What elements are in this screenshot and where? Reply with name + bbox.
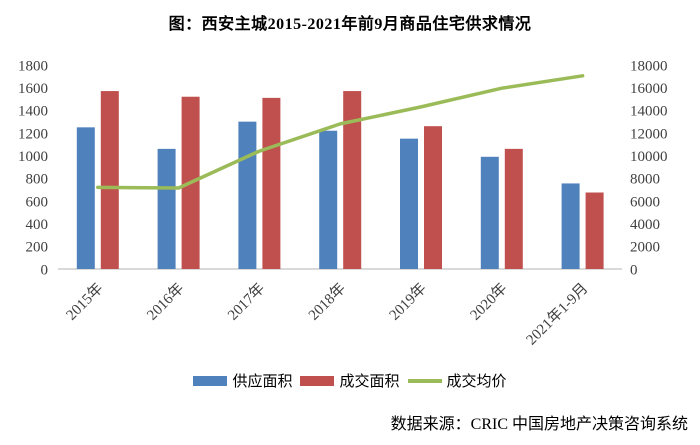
y-axis-left-tick: 600: [26, 194, 49, 210]
chart-title: 图：西安主城2015-2021年前9月商品住宅供求情况: [168, 16, 532, 33]
supply-bar: [238, 121, 257, 270]
x-axis-category-label: 2020年: [467, 280, 511, 324]
supply-bar: [76, 127, 95, 269]
y-axis-left-tick: 1400: [18, 104, 48, 120]
y-axis-right-tick: 12000: [630, 126, 668, 142]
y-axis-right-tick: 16000: [630, 81, 668, 97]
y-axis-left-tick: 400: [26, 217, 49, 233]
price-line-swatch-icon: [407, 378, 442, 383]
legend-label-price: 成交均价: [446, 374, 507, 390]
transaction-bar: [100, 91, 119, 269]
transaction-bar: [424, 126, 442, 269]
x-axis-category-label: 2021年1-9月: [523, 280, 592, 349]
y-axis-right-tick: 6000: [630, 194, 660, 210]
y-axis-left-tick: 0: [41, 262, 49, 278]
supply-bar: [157, 148, 176, 269]
transaction-bar: [262, 97, 281, 269]
x-axis-category-label: 2017年: [224, 280, 268, 324]
y-axis-left-tick: 200: [26, 240, 49, 256]
y-axis-left-tick: 1800: [18, 58, 48, 74]
y-axis-right-tick: 8000: [630, 172, 660, 188]
y-axis-left-tick: 1600: [18, 81, 48, 97]
supply-bar: [319, 130, 338, 269]
y-axis-left-tick: 1200: [18, 126, 48, 142]
supply-bar: [400, 138, 418, 269]
legend-label-supply: 供应面积: [232, 374, 293, 390]
y-axis-right-tick: 14000: [630, 104, 668, 120]
y-axis-right-tick: 2000: [630, 240, 660, 256]
chart-legend: 供应面积 成交面积 成交均价: [0, 370, 700, 391]
y-axis-left-tick: 1000: [18, 149, 48, 165]
transaction-bar: [504, 148, 523, 269]
legend-item-supply: 供应面积: [193, 370, 292, 391]
y-axis-left-tick: 800: [26, 172, 49, 188]
supply-bar: [480, 156, 499, 269]
transaction-bar: [343, 91, 362, 269]
transaction-swatch-icon: [300, 375, 335, 386]
legend-item-transaction: 成交面积: [300, 370, 400, 391]
x-axis-category-label: 2016年: [144, 280, 188, 324]
x-axis-category-label: 2019年: [386, 280, 430, 324]
x-axis-category-label: 2018年: [305, 280, 349, 324]
transaction-bar: [585, 192, 604, 269]
chart-canvas: 0200400600800100012001400160018000200040…: [18, 58, 668, 349]
price-line: [96, 74, 585, 190]
data-source-note: 数据来源：CRIC 中国房地产决策咨询系统: [390, 416, 688, 433]
legend-item-price: 成交均价: [407, 370, 507, 391]
y-axis-right-tick: 4000: [630, 217, 660, 233]
y-axis-right-tick: 0: [630, 262, 638, 278]
y-axis-right-tick: 18000: [630, 58, 668, 74]
legend-label-transaction: 成交面积: [339, 374, 400, 390]
y-axis-right-tick: 10000: [630, 149, 668, 165]
supply-bar: [561, 183, 580, 269]
x-axis-category-label: 2015年: [63, 280, 107, 324]
supply-swatch-icon: [193, 375, 228, 386]
